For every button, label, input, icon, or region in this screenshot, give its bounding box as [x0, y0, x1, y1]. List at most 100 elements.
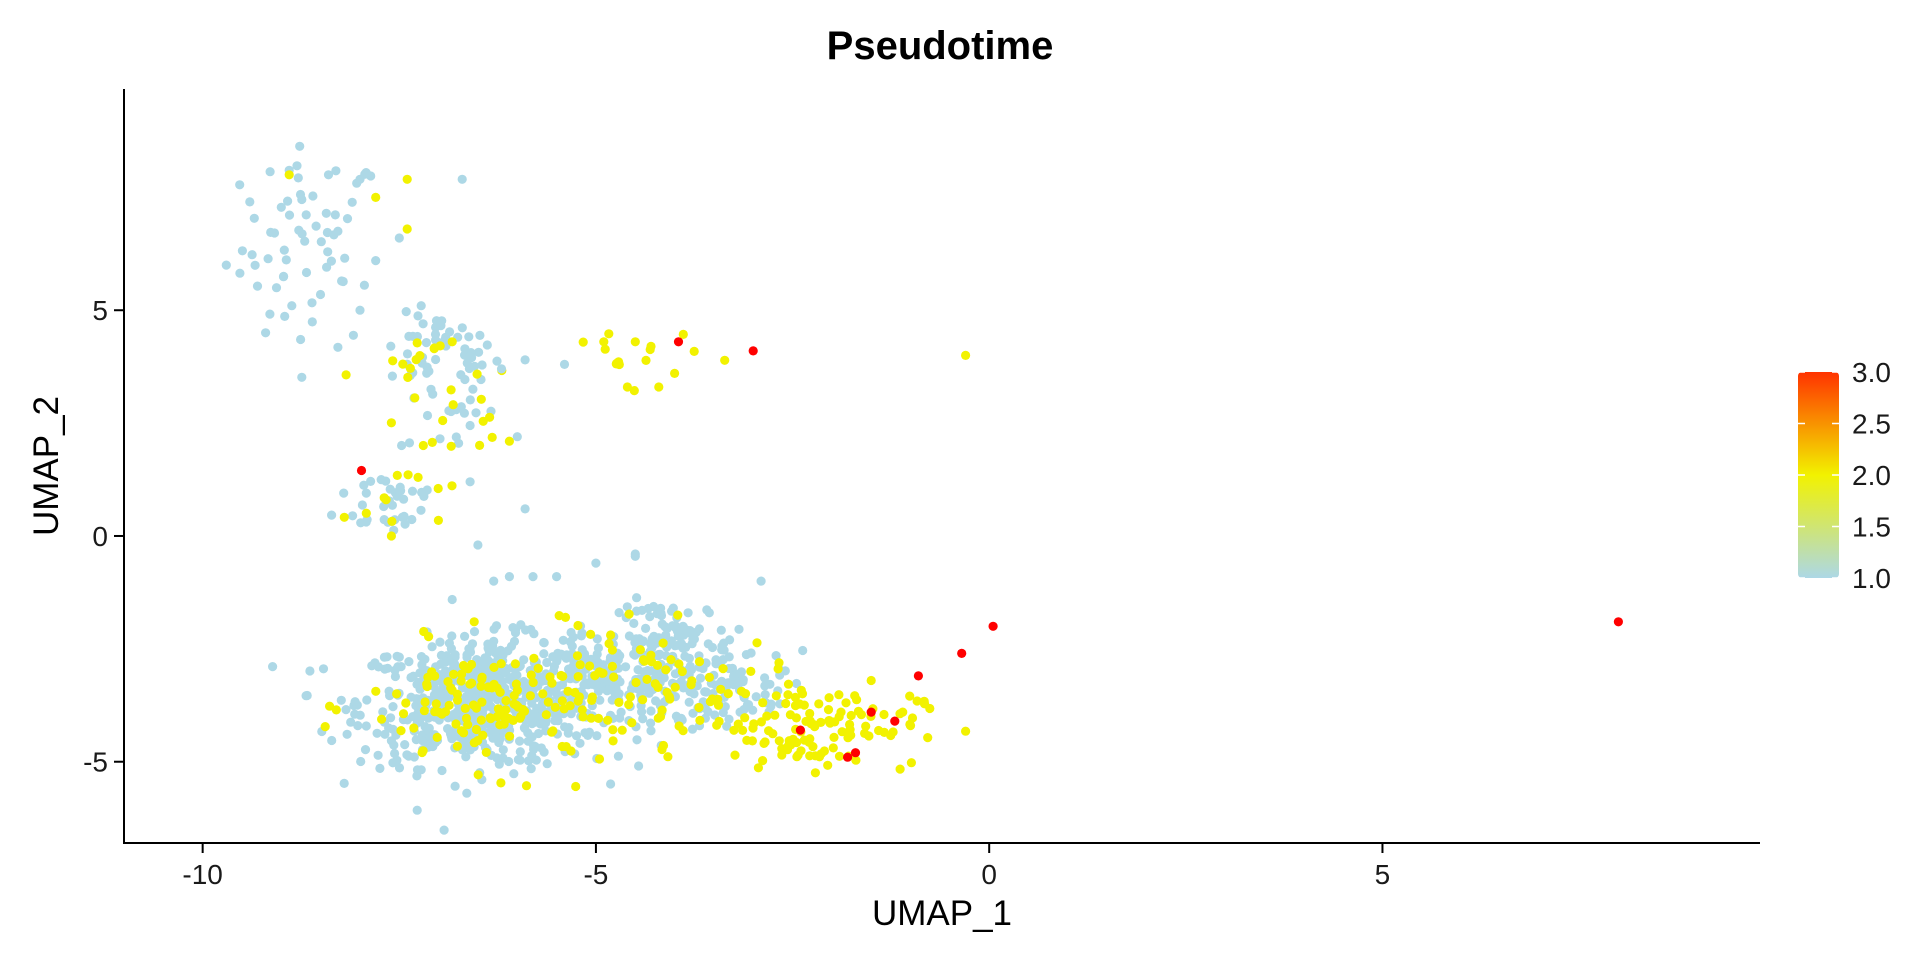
data-point-1317: [473, 770, 483, 780]
data-point-1525: [489, 576, 499, 586]
data-point-164: [399, 494, 409, 504]
data-point-243: [437, 765, 447, 776]
data-point-49: [279, 271, 289, 281]
data-point-1282: [573, 696, 583, 706]
data-point-1493: [912, 696, 922, 706]
data-point-1075: [676, 639, 687, 649]
data-point-788: [501, 668, 511, 678]
data-point-1361: [677, 666, 687, 677]
data-point-1146: [448, 400, 458, 410]
data-point-1497: [674, 721, 684, 731]
data-point-1338: [635, 645, 646, 655]
data-point-1308: [609, 672, 619, 682]
data-point-689: [563, 728, 573, 738]
data-point-1358: [577, 705, 587, 715]
x-tick-label-0: -10: [182, 859, 222, 890]
data-point-19: [263, 254, 273, 264]
data-point-1373: [560, 612, 571, 623]
data-point-1540: [654, 382, 664, 392]
data-point-314: [606, 779, 616, 789]
data-point-1522: [512, 432, 522, 442]
data-point-910: [553, 648, 563, 659]
data-point-20: [348, 330, 358, 340]
data-point-1136: [446, 385, 456, 395]
data-point-703: [427, 740, 437, 750]
x-tick-label-3: 5: [1375, 859, 1391, 890]
data-point-30: [331, 166, 341, 176]
data-point-1056: [683, 608, 693, 618]
data-point-1140: [447, 337, 457, 347]
data-point-1324: [423, 672, 433, 682]
data-point-1382: [575, 660, 585, 670]
data-point-101: [436, 321, 446, 331]
data-point-1535: [402, 174, 412, 184]
data-point-1312: [563, 686, 573, 696]
data-point-56: [337, 276, 347, 286]
data-point-75: [431, 354, 441, 365]
data-point-1081: [614, 608, 624, 618]
data-point-196: [634, 761, 644, 771]
data-point-1175: [438, 415, 448, 426]
data-point-1411: [824, 693, 834, 703]
data-point-1398: [861, 721, 871, 731]
data-point-152: [359, 480, 369, 490]
data-point-128: [451, 432, 461, 442]
data-point-86: [460, 344, 470, 354]
colorbar-ticks: 1.0 1.5 2.0 2.5 3.0: [1798, 357, 1891, 594]
data-point-1176: [475, 440, 485, 450]
data-point-1043: [657, 619, 667, 629]
data-point-126: [477, 360, 487, 370]
data-point-1546: [898, 707, 908, 717]
data-point-1323: [466, 659, 477, 670]
data-point-1505: [845, 719, 855, 730]
data-point-1296: [538, 689, 548, 699]
data-point-205: [515, 747, 525, 757]
data-point-1516: [371, 256, 381, 266]
data-point-1174: [446, 441, 456, 451]
data-point-1201: [398, 709, 409, 719]
data-point-91: [430, 329, 441, 339]
data-point-25: [295, 141, 305, 151]
data-point-678: [486, 701, 496, 711]
data-point-1326: [419, 706, 429, 716]
data-point-708: [327, 735, 337, 746]
data-point-636: [380, 664, 390, 674]
data-point-1509: [261, 328, 271, 338]
data-point-1395: [879, 709, 889, 720]
data-point-1290: [422, 681, 432, 692]
data-point-763: [551, 712, 561, 722]
data-point-1466: [756, 717, 767, 727]
data-point-1316: [401, 698, 411, 708]
data-point-22: [281, 255, 291, 265]
data-point-1383: [718, 664, 728, 674]
data-point-635: [372, 728, 382, 738]
data-point-140: [357, 500, 367, 510]
data-point-561: [509, 769, 519, 779]
data-point-1166: [630, 337, 640, 347]
data-point-1501: [841, 698, 851, 708]
data-point-78: [418, 319, 428, 329]
data-point-1543: [386, 531, 396, 541]
data-point-1432: [705, 697, 716, 707]
data-point-1153: [604, 329, 614, 339]
data-point-1498: [758, 756, 768, 766]
data-point-669: [402, 750, 412, 760]
data-point-716: [390, 665, 400, 676]
data-point-47: [295, 189, 306, 200]
data-point-57: [333, 226, 343, 236]
data-point-61: [457, 323, 467, 333]
data-point-1345: [590, 671, 600, 681]
data-point-109: [428, 389, 438, 399]
data-point-1263: [529, 653, 539, 663]
data-point-62: [474, 347, 484, 357]
data-point-1191: [578, 712, 588, 722]
data-point-54: [315, 289, 326, 300]
data-point-1327: [723, 689, 733, 699]
data-point-1260: [419, 626, 429, 637]
data-point-1518: [496, 364, 507, 374]
data-point-1090: [672, 626, 683, 636]
data-point-1334: [674, 659, 684, 669]
data-point-29: [321, 208, 331, 218]
data-point-1314: [456, 726, 467, 736]
data-point-1006: [576, 631, 587, 641]
